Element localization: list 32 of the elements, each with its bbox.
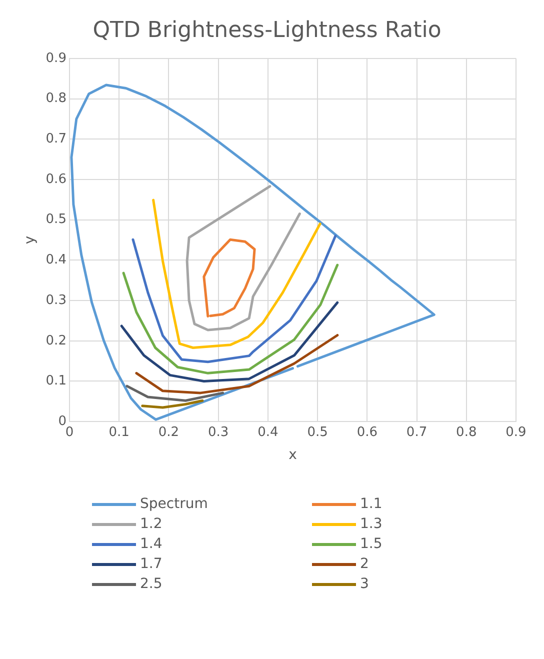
chart-title: QTD Brightness-Lightness Ratio	[92, 18, 442, 43]
y-tick-label: 0.7	[46, 131, 66, 146]
x-tick-label: 0.4	[258, 424, 278, 440]
x-tick-label: 0.9	[506, 424, 526, 440]
x-tick-label: 0.3	[208, 424, 229, 440]
x-tick-label: 0.8	[456, 424, 477, 440]
y-tick-label: 0.2	[46, 333, 66, 348]
legend-label: 1.4	[140, 536, 162, 552]
legend-label: 1.7	[140, 556, 162, 572]
x-tick-label: 0.6	[356, 424, 378, 440]
y-tick-label: 0.4	[46, 252, 66, 268]
legend-label: Spectrum	[140, 496, 208, 512]
legend-label: 1.2	[140, 516, 162, 532]
y-tick-label: 0.1	[46, 374, 66, 389]
legend-label: 2.5	[140, 576, 162, 592]
y-tick-label: 0.8	[46, 91, 66, 106]
y-tick-label: 0.3	[46, 292, 66, 308]
legend-label: 3	[360, 576, 369, 592]
y-tick-label: 0.5	[46, 212, 66, 228]
y-tick-label: 0.9	[46, 50, 66, 66]
x-tick-label: 0.1	[108, 424, 130, 440]
y-tick-label: 0	[58, 414, 66, 429]
x-tick-label: 0.2	[158, 424, 180, 440]
x-axis-title: x	[288, 447, 297, 464]
legend-label: 1.5	[360, 536, 382, 552]
x-tick-label: 0.5	[307, 424, 328, 440]
legend-label: 1.1	[360, 496, 382, 512]
legend-label: 2	[360, 556, 369, 572]
legend-label: 1.3	[360, 516, 382, 532]
x-tick-label: 0.7	[406, 424, 428, 440]
y-tick-label: 0.6	[46, 172, 66, 187]
y-axis-title: y	[22, 236, 38, 244]
